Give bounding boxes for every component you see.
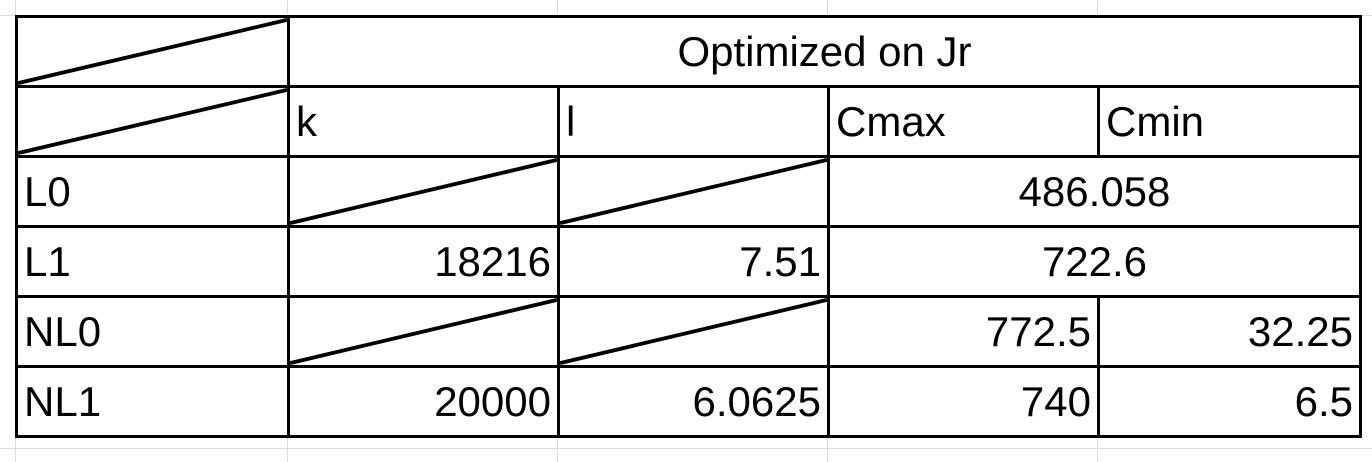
cell-cmin[interactable]: 6.5 [1097,365,1362,438]
row-label-nl1[interactable]: NL1 [15,365,290,438]
diagonal-line [291,299,556,364]
cell-l-empty[interactable] [557,155,830,228]
diagonal-line [561,299,826,364]
sheet-gridline [0,448,1372,449]
cell-l[interactable]: 6.0625 [557,365,830,438]
diagonal-line [19,19,286,84]
diagonal-line [291,159,556,224]
cell-k[interactable]: 18216 [287,225,560,298]
diagonal-line [19,89,286,154]
column-header-k[interactable]: k [287,85,560,158]
corner-cell-diagonal[interactable] [15,15,290,88]
table-row: L0 486.058 [15,155,1362,228]
column-header-l[interactable]: l [557,85,830,158]
diagonal-line [561,159,826,224]
group-header-row: Optimized on Jr [15,15,1362,88]
table-row: L1 18216 7.51 722.6 [15,225,1362,298]
row-label-nl0[interactable]: NL0 [15,295,290,368]
cell-cmin[interactable]: 32.25 [1097,295,1362,368]
column-header-cmin[interactable]: Cmin [1098,85,1362,158]
cell-c-merged[interactable]: 486.058 [827,155,1362,228]
table-row: NL1 20000 6.0625 740 6.5 [15,365,1362,438]
row-label-l0[interactable]: L0 [15,155,290,228]
cell-cmax[interactable]: 772.5 [827,295,1100,368]
cell-k[interactable]: 20000 [287,365,560,438]
cell-c-merged[interactable]: 722.6 [827,225,1362,298]
results-table: Optimized on Jr k l Cmax Cmin L0 486.058… [15,15,1362,438]
column-header-cmax[interactable]: Cmax [827,85,1100,158]
cell-k-empty[interactable] [287,155,560,228]
group-header-cell[interactable]: Optimized on Jr [287,15,1362,88]
cell-k-empty[interactable] [287,295,560,368]
cell-l-empty[interactable] [557,295,830,368]
table-row: NL0 772.5 32.25 [15,295,1362,368]
corner-cell-diagonal[interactable] [15,85,290,158]
cell-cmax[interactable]: 740 [827,365,1100,438]
row-label-l1[interactable]: L1 [15,225,290,298]
cell-l[interactable]: 7.51 [557,225,830,298]
column-header-row: k l Cmax Cmin [15,85,1362,158]
